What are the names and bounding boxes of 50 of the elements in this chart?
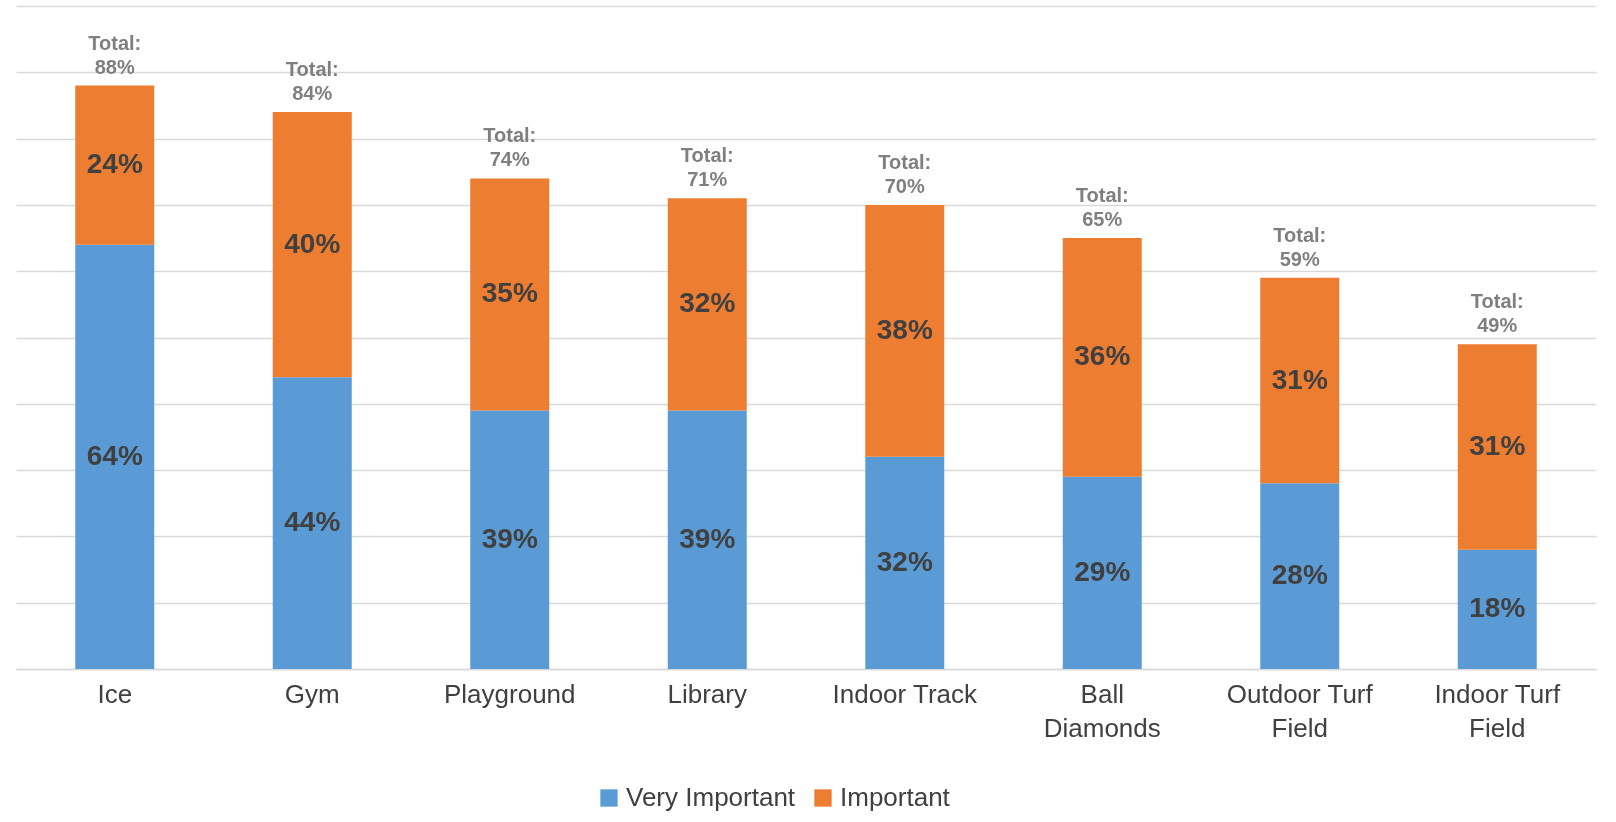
bar <box>1260 483 1340 669</box>
legend-label: Very Important <box>626 782 796 812</box>
data-label: 44% <box>284 506 341 538</box>
total-label: Total: 71% <box>680 144 734 191</box>
bar <box>75 85 155 245</box>
bar <box>667 198 747 411</box>
total-label: Total: 88% <box>88 31 142 78</box>
x-tick-label: Library <box>667 678 747 709</box>
bar <box>470 178 550 411</box>
data-label: 32% <box>876 545 933 577</box>
data-label: 24% <box>86 148 143 180</box>
data-label: 36% <box>1074 340 1131 372</box>
bar <box>667 410 747 669</box>
x-tick-label: Indoor Track <box>832 678 978 709</box>
data-label: 28% <box>1271 559 1328 591</box>
total-label: Total: 74% <box>483 124 537 171</box>
x-tick-label: Outdoor Turf Field <box>1226 678 1374 743</box>
bar <box>865 456 945 669</box>
bar <box>75 244 155 669</box>
data-label: 31% <box>1271 363 1328 395</box>
bar <box>865 204 945 457</box>
data-label: 64% <box>86 439 143 471</box>
bar <box>1062 476 1142 669</box>
bar <box>470 410 550 669</box>
x-tick-label: Gym <box>284 678 340 709</box>
data-label: 35% <box>481 277 538 309</box>
bar <box>1457 344 1537 550</box>
total-label: Total: 49% <box>1470 290 1524 337</box>
bar <box>1457 549 1537 669</box>
x-tick-label: Indoor Turf Field <box>1434 678 1561 743</box>
bar <box>1260 277 1340 484</box>
bar <box>272 377 352 669</box>
bar <box>272 112 352 378</box>
x-tick-label: Ice <box>97 678 133 709</box>
data-label: 18% <box>1469 592 1526 624</box>
data-label: 31% <box>1469 429 1526 461</box>
data-label: 40% <box>284 227 341 259</box>
data-label: 38% <box>876 313 933 345</box>
data-label: 39% <box>679 522 736 554</box>
x-tick-label: Ball Diamonds <box>1043 678 1161 743</box>
bar <box>1062 238 1142 477</box>
data-label: 32% <box>679 287 736 319</box>
data-label: 29% <box>1074 555 1131 587</box>
total-label: Total: 65% <box>1075 184 1129 231</box>
x-tick-label: Playground <box>443 678 576 709</box>
total-label: Total: 59% <box>1273 223 1327 270</box>
total-label: Total: 84% <box>285 58 339 105</box>
total-label: Total: 70% <box>878 150 932 197</box>
legend-label: Important <box>840 782 951 812</box>
data-label: 39% <box>481 522 538 554</box>
